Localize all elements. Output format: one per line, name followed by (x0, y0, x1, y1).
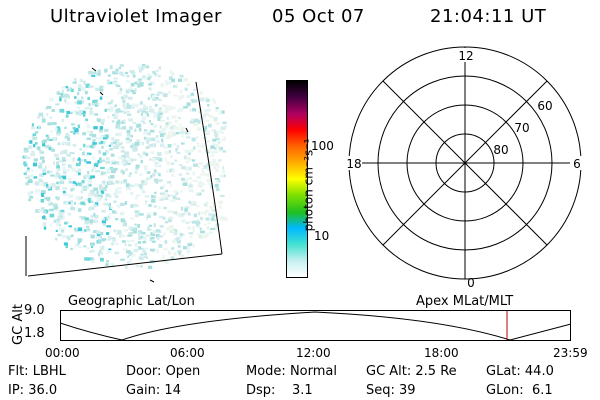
status-dsp-value: 3.1 (291, 383, 313, 398)
status-gcalt-value: 2.5 Re (415, 364, 457, 379)
date-label: 05 Oct 07 (272, 6, 365, 27)
instrument-title: Ultraviolet Imager (50, 6, 222, 27)
timeline-ytick-bottom: 1.8 (24, 326, 45, 341)
colorbar (286, 80, 308, 278)
status-gain-value: 14 (164, 383, 181, 398)
status-glat-value: 44.0 (524, 364, 554, 379)
status-gcalt-label: GC Alt: (366, 364, 412, 379)
status-flt: Flt: LBHL (8, 364, 66, 379)
polar-mlt-plot: 12 18 6 0 60 70 80 (344, 46, 582, 290)
status-ip: IP: 36.0 (8, 383, 57, 398)
uv-image-panel (22, 64, 228, 283)
mlt-label-18: 18 (346, 157, 361, 171)
status-flt-label: Flt: (8, 364, 29, 379)
status-door: Door: Open (126, 364, 200, 379)
mlt-diag-2 (382, 80, 548, 246)
status-mode: Mode: Normal (246, 364, 337, 379)
status-door-label: Door: (126, 364, 162, 379)
mlt-label-12: 12 (458, 49, 473, 63)
timeline-xtick-2: 12:00 (296, 346, 331, 360)
altitude-timeline-plot (60, 310, 572, 341)
auroral-emission-image (22, 64, 228, 270)
timeline-xtick-4: 23:59 (553, 346, 588, 360)
status-dsp: Dsp: 3.1 (246, 383, 313, 398)
lat-label-80: 80 (493, 143, 508, 157)
colorbar-tick-100: 100 (311, 139, 334, 153)
status-gcalt: GC Alt: 2.5 Re (366, 364, 457, 379)
timeline-left-title: Geographic Lat/Lon (68, 294, 195, 309)
status-glat: GLat: 44.0 (486, 364, 554, 379)
timeline-ytick-top: 9.0 (24, 303, 45, 318)
status-seq-value: 39 (399, 383, 416, 398)
status-dsp-label: Dsp: (246, 383, 276, 398)
status-seq: Seq: 39 (366, 383, 416, 398)
timeline-frame (60, 310, 571, 341)
status-glon-value: 6.1 (531, 383, 553, 398)
colorbar-unit-label: photon cm⁻²s⁻¹ (301, 138, 316, 232)
timeline-xtick-0: 00:00 (45, 346, 80, 360)
frame-bottom-line (27, 253, 223, 277)
timeline-xtick-3: 18:00 (424, 346, 459, 360)
coastline-marks (91, 67, 189, 283)
colorbar-tick-10: 10 (314, 229, 330, 243)
status-mode-value: Normal (289, 364, 337, 379)
timeline-right-title: Apex MLat/MLT (416, 294, 514, 309)
earth-limb-line (195, 81, 223, 255)
status-gain-label: Gain: (126, 383, 161, 398)
status-seq-label: Seq: (366, 383, 395, 398)
status-gain: Gain: 14 (126, 383, 181, 398)
status-flt-value: LBHL (32, 364, 66, 379)
mlt-label-6: 6 (573, 157, 581, 171)
mlt-label-0: 0 (467, 276, 475, 290)
status-ip-value: 36.0 (28, 383, 58, 398)
status-glat-label: GLat: (486, 364, 521, 379)
lat-label-70: 70 (514, 121, 529, 135)
status-glon-label: GLon: (486, 383, 524, 398)
altitude-curve (60, 311, 572, 341)
time-label: 21:04:11 UT (430, 6, 547, 27)
status-ip-label: IP: (8, 383, 25, 398)
timeline-xtick-1: 06:00 (170, 346, 205, 360)
status-glon: GLon: 6.1 (486, 383, 553, 398)
status-door-value: Open (165, 364, 201, 379)
status-mode-label: Mode: (246, 364, 286, 379)
lat-label-60: 60 (537, 99, 552, 113)
